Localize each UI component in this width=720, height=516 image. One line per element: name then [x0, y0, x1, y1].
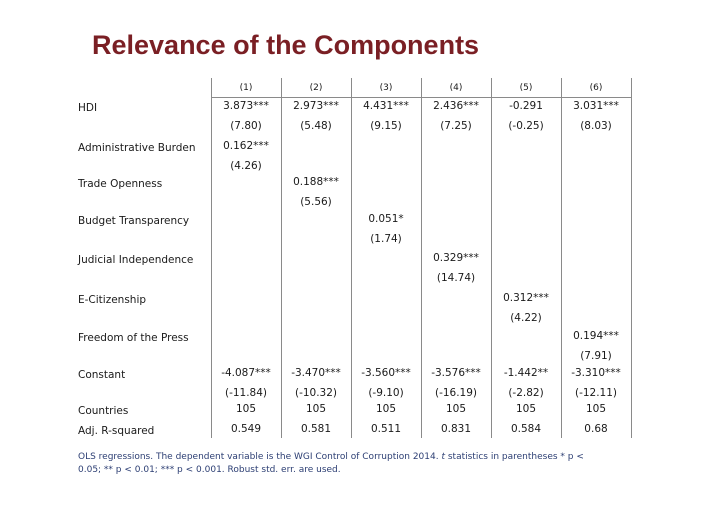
row-label: Trade Openness	[78, 178, 163, 190]
coefficient-cell: 0.194***	[573, 330, 619, 342]
coefficient-cell: 0.188***	[293, 176, 339, 188]
coefficient-cell: -3.560***	[361, 367, 411, 379]
t-stat-cell: (5.56)	[300, 196, 332, 208]
column-divider	[281, 78, 282, 438]
t-stat-cell: (4.22)	[510, 312, 542, 324]
note-t: t	[441, 452, 445, 462]
coefficient-cell: 2.973***	[293, 100, 339, 112]
t-stat-cell: (-11.84)	[224, 387, 268, 399]
row-label: Administrative Burden	[78, 142, 196, 154]
column-header: (4)	[449, 83, 463, 93]
coefficient-cell: 105	[235, 403, 257, 415]
coefficient-cell: 0.581	[300, 423, 332, 435]
coefficient-cell: -4.087***	[221, 367, 271, 379]
t-stat-cell: (1.74)	[370, 233, 402, 245]
row-label: Judicial Independence	[78, 254, 194, 266]
coefficient-cell: 3.031***	[573, 100, 619, 112]
column-header: (1)	[239, 83, 253, 93]
column-divider	[211, 78, 212, 438]
row-label: Freedom of the Press	[78, 332, 189, 344]
column-divider	[491, 78, 492, 438]
row-label: E-Citizenship	[78, 294, 147, 306]
coefficient-cell: 0.831	[440, 423, 472, 435]
table-note: OLS regressions. The dependent variable …	[78, 451, 598, 477]
coefficient-cell: 4.431***	[363, 100, 409, 112]
t-stat-cell: (-0.25)	[508, 120, 544, 132]
coefficient-cell: 105	[375, 403, 397, 415]
t-stat-cell: (-16.19)	[434, 387, 478, 399]
coefficient-cell: 105	[445, 403, 467, 415]
coefficient-cell: 105	[515, 403, 537, 415]
t-stat-cell: (5.48)	[300, 120, 332, 132]
coefficient-cell: 0.329***	[433, 252, 479, 264]
t-stat-cell: (7.25)	[440, 120, 472, 132]
coefficient-cell: -1.442**	[503, 367, 549, 379]
coefficient-cell: -3.470***	[291, 367, 341, 379]
t-stat-cell: (14.74)	[436, 272, 476, 284]
slide-title: Relevance of the Components	[92, 30, 480, 60]
coefficient-cell: 0.051*	[368, 213, 404, 225]
t-stat-cell: (7.91)	[580, 350, 612, 362]
coefficient-cell: 105	[585, 403, 607, 415]
note-prefix: OLS regressions. The dependent variable …	[78, 452, 442, 462]
row-label: HDI	[78, 102, 98, 114]
coefficient-cell: 105	[305, 403, 327, 415]
coefficient-cell: 0.549	[230, 423, 262, 435]
note-suffix: statistics in parentheses * p < 0.05; **…	[78, 452, 584, 475]
t-stat-cell: (-10.32)	[294, 387, 338, 399]
column-header: (2)	[309, 83, 323, 93]
row-label: Adj. R-squared	[78, 425, 155, 437]
t-stat-cell: (9.15)	[370, 120, 402, 132]
t-stat-cell: (7.80)	[230, 120, 262, 132]
column-header: (5)	[519, 83, 533, 93]
column-header: (6)	[589, 83, 603, 93]
coefficient-cell: 0.68	[584, 423, 608, 435]
coefficient-cell: -3.576***	[431, 367, 481, 379]
coefficient-cell: 2.436***	[433, 100, 479, 112]
coefficient-cell: -0.291	[509, 100, 543, 112]
t-stat-cell: (-2.82)	[508, 387, 544, 399]
coefficient-cell: 3.873***	[223, 100, 269, 112]
coefficient-cell: 0.162***	[223, 140, 269, 152]
column-divider	[631, 78, 632, 438]
t-stat-cell: (4.26)	[230, 160, 262, 172]
t-stat-cell: (-9.10)	[368, 387, 404, 399]
header-rule	[211, 97, 631, 98]
row-label: Countries	[78, 405, 129, 417]
t-stat-cell: (-12.11)	[574, 387, 618, 399]
row-label: Budget Transparency	[78, 215, 190, 227]
coefficient-cell: 0.511	[370, 423, 402, 435]
column-divider	[561, 78, 562, 438]
coefficient-cell: -3.310***	[571, 367, 621, 379]
column-divider	[351, 78, 352, 438]
column-header: (3)	[379, 83, 393, 93]
t-stat-cell: (8.03)	[580, 120, 612, 132]
column-divider	[421, 78, 422, 438]
row-label: Constant	[78, 369, 126, 381]
coefficient-cell: 0.312***	[503, 292, 549, 304]
coefficient-cell: 0.584	[510, 423, 542, 435]
